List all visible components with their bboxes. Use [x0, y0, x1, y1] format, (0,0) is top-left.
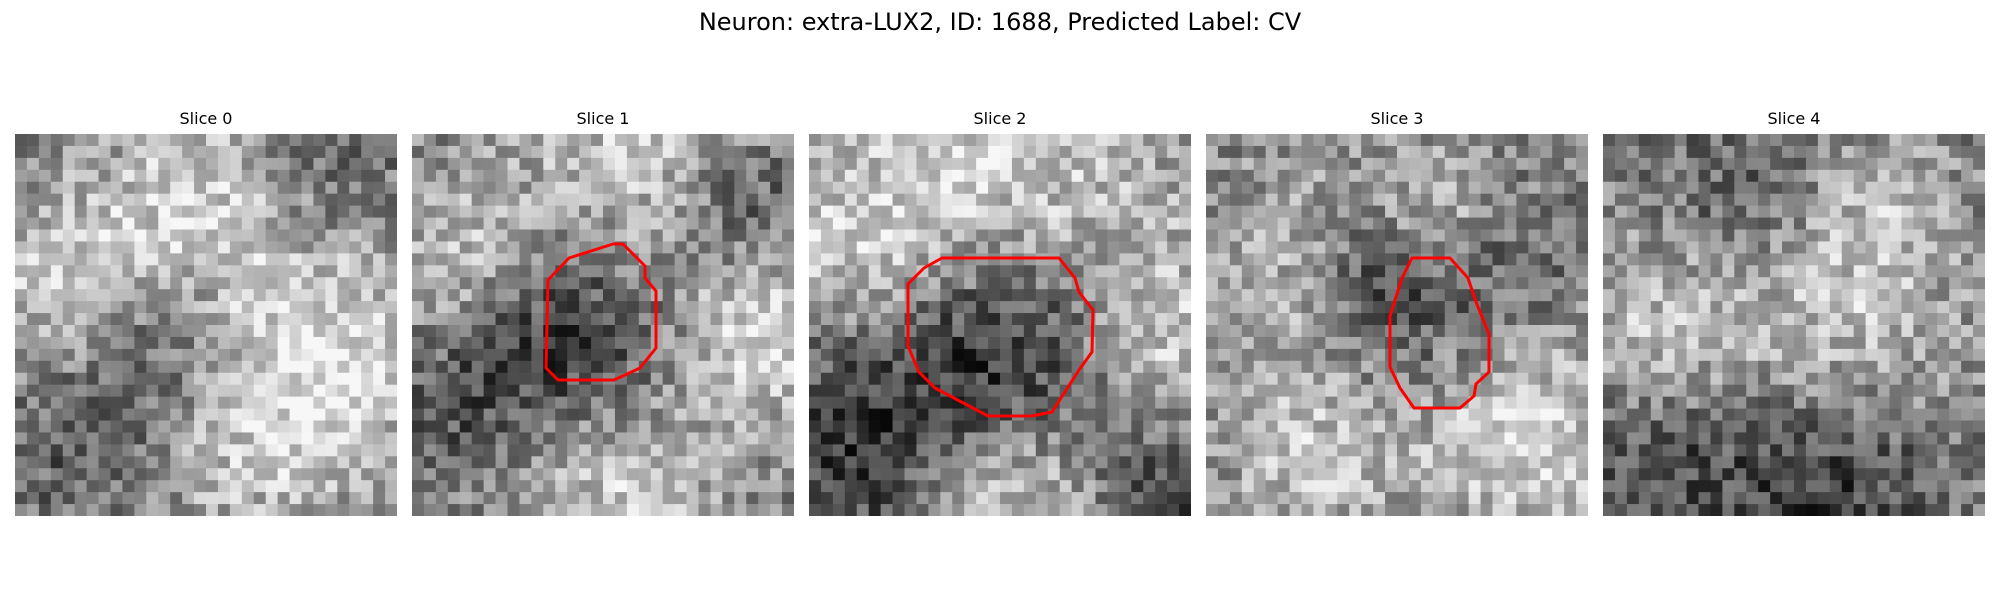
- slice-title: Slice 3: [1370, 109, 1424, 128]
- slice-title: Slice 2: [973, 109, 1027, 128]
- slice-image: [412, 134, 794, 516]
- slice-title: Slice 1: [576, 109, 630, 128]
- slice-panel-1: Slice 1: [412, 108, 794, 516]
- roi-contour: [544, 242, 658, 382]
- slice-title: Slice 0: [179, 109, 233, 128]
- slice-image: [809, 134, 1191, 516]
- roi-contour: [906, 256, 1095, 418]
- slice-image: [15, 134, 397, 516]
- roi-contour: [1388, 256, 1491, 410]
- slice-panel-0: Slice 0: [15, 108, 397, 516]
- slice-image: [1603, 134, 1985, 516]
- slice-panel-4: Slice 4: [1603, 108, 1985, 516]
- slice-title: Slice 4: [1767, 109, 1821, 128]
- slice-image: [1206, 134, 1588, 516]
- slice-panel-2: Slice 2: [809, 108, 1191, 516]
- slice-panel-3: Slice 3: [1206, 108, 1588, 516]
- figure-title: Neuron: extra-LUX2, ID: 1688, Predicted …: [698, 8, 1302, 36]
